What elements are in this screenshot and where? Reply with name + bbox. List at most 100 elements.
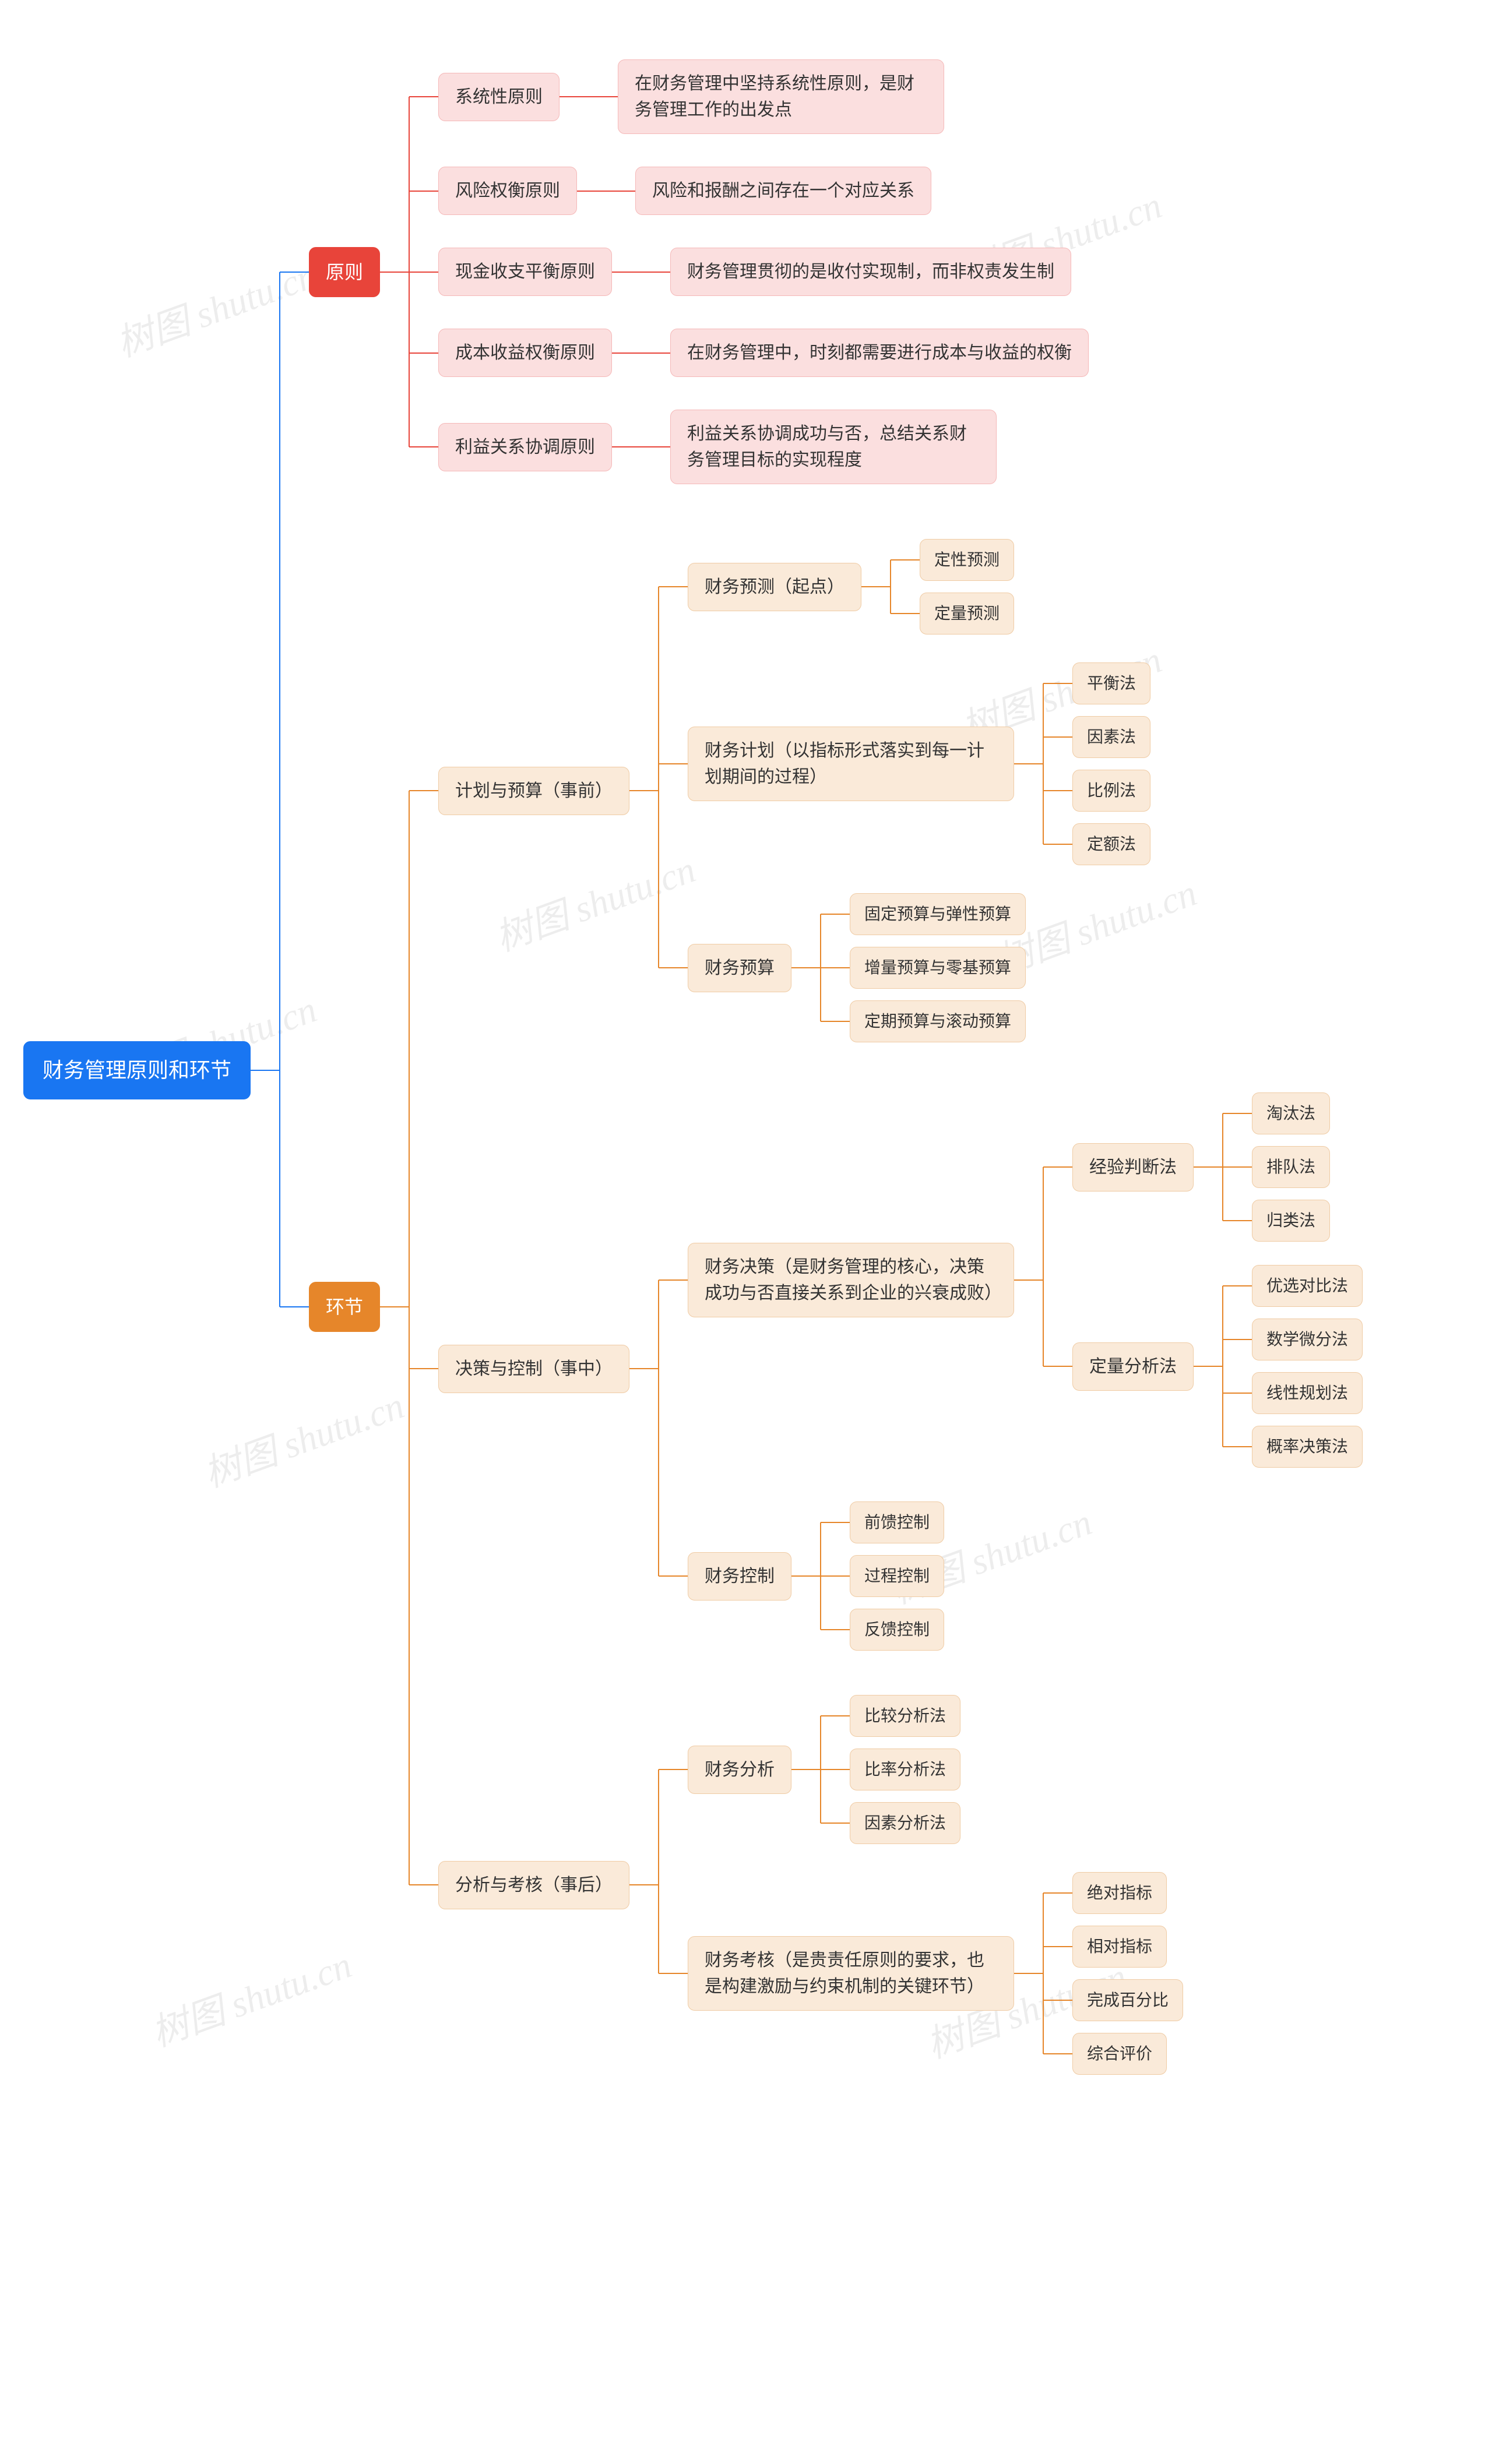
mindmap-node[interactable]: 相对指标 xyxy=(1072,1926,1167,1968)
mindmap-node[interactable]: 固定预算与弹性预算 xyxy=(850,893,1026,935)
mindmap-node[interactable]: 财务考核（是贵责任原则的要求，也是构建激励与约束机制的关键环节） xyxy=(688,1936,1014,2011)
mindmap-node[interactable]: 增量预算与零基预算 xyxy=(850,947,1026,989)
children-column: 系统性原则 在财务管理中坚持系统性原则，是财务管理工作的出发点风险权衡原则 风险和报… xyxy=(438,43,1089,500)
node-wrap: 固定预算与弹性预算 xyxy=(850,893,1026,935)
node-wrap: 完成百分比 xyxy=(1072,1979,1183,2021)
mindmap-node[interactable]: 利益关系协调原则 xyxy=(438,423,612,471)
connector xyxy=(821,1715,850,1716)
mindmap-node[interactable]: 财务决策（是财务管理的核心，决策成功与否直接关系到企业的兴衰成败） xyxy=(688,1243,1014,1317)
mindmap-node[interactable]: 财务预算 xyxy=(688,944,791,992)
connector xyxy=(577,191,606,192)
child-row: 财务决策（是财务管理的核心，决策成功与否直接关系到企业的兴衰成败） 经验判断法 淘汰… xyxy=(688,1081,1363,1479)
mindmap-node[interactable]: 平衡法 xyxy=(1072,662,1150,704)
connector xyxy=(1043,736,1072,738)
mindmap-node[interactable]: 概率决策法 xyxy=(1252,1426,1363,1468)
mindmap-node[interactable]: 排队法 xyxy=(1252,1146,1330,1188)
mindmap-node[interactable]: 优选对比法 xyxy=(1252,1265,1363,1307)
connector xyxy=(1014,1973,1043,1974)
mindmap-node[interactable]: 原则 xyxy=(309,247,380,297)
node-wrap: 因素分析法 xyxy=(850,1802,960,1844)
mindmap-node[interactable]: 风险和报酬之间存在一个对应关系 xyxy=(635,167,931,215)
mindmap-node[interactable]: 因素分析法 xyxy=(850,1802,960,1844)
children-column: 定性预测定量预测 xyxy=(920,533,1014,640)
child-row: 经验判断法 淘汰法排队法归类法 xyxy=(1072,1087,1363,1247)
mindmap-node[interactable]: 比率分析法 xyxy=(850,1749,960,1790)
mindmap-node[interactable]: 风险权衡原则 xyxy=(438,167,577,215)
mindmap-node[interactable]: 因素法 xyxy=(1072,716,1150,758)
node-wrap: 成本收益权衡原则 在财务管理中，时刻都需要进行成本与收益的权衡 xyxy=(438,320,1089,385)
mindmap-node[interactable]: 定量分析法 xyxy=(1072,1342,1194,1391)
node-wrap: 因素法 xyxy=(1072,716,1150,758)
mindmap-node[interactable]: 环节 xyxy=(309,1282,380,1332)
connector xyxy=(409,1368,438,1369)
connector xyxy=(589,96,618,97)
mindmap-node[interactable]: 线性规划法 xyxy=(1252,1372,1363,1414)
mindmap-node[interactable]: 分析与考核（事后） xyxy=(438,1861,629,1909)
mindmap-node[interactable]: 定期预算与滚动预算 xyxy=(850,1000,1026,1042)
mindmap-node[interactable]: 现金收支平衡原则 xyxy=(438,248,612,296)
mindmap-node[interactable]: 财务管理原则和环节 xyxy=(23,1041,251,1099)
connector xyxy=(380,1306,409,1307)
mindmap-node[interactable]: 综合评价 xyxy=(1072,2033,1167,2075)
mindmap-node[interactable]: 在财务管理中坚持系统性原则，是财务管理工作的出发点 xyxy=(618,59,944,134)
children-column: 在财务管理中，时刻都需要进行成本与收益的权衡 xyxy=(670,320,1089,385)
mindmap-node[interactable]: 财务预测（起点） xyxy=(688,563,861,611)
mindmap-node[interactable]: 在财务管理中，时刻都需要进行成本与收益的权衡 xyxy=(670,329,1089,377)
mindmap-node[interactable]: 淘汰法 xyxy=(1252,1092,1330,1134)
connector xyxy=(629,1368,659,1369)
node-wrap: 在财务管理中，时刻都需要进行成本与收益的权衡 xyxy=(670,329,1089,377)
mindmap-node[interactable]: 比较分析法 xyxy=(850,1695,960,1737)
mindmap-node[interactable]: 决策与控制（事中） xyxy=(438,1345,629,1393)
mindmap-node[interactable]: 归类法 xyxy=(1252,1200,1330,1242)
node-wrap: 财务控制 前馈控制过程控制反馈控制 xyxy=(688,1496,944,1656)
node-wrap: 概率决策法 xyxy=(1252,1426,1363,1468)
child-row: 定量预测 xyxy=(920,593,1014,634)
connector xyxy=(1043,683,1044,844)
mindmap-node[interactable]: 比例法 xyxy=(1072,770,1150,812)
connector xyxy=(659,1973,688,1974)
mindmap-node[interactable]: 绝对指标 xyxy=(1072,1872,1167,1914)
mindmap-node[interactable]: 过程控制 xyxy=(850,1555,944,1597)
mindmap-node[interactable]: 计划与预算（事前） xyxy=(438,767,629,815)
mindmap-node[interactable]: 财务计划（以指标形式落实到每一计划期间的过程） xyxy=(688,727,1014,801)
node-wrap: 定期预算与滚动预算 xyxy=(850,1000,1026,1042)
mindmap-node[interactable]: 定额法 xyxy=(1072,823,1150,865)
mindmap-node[interactable]: 完成百分比 xyxy=(1072,1979,1183,2021)
node-wrap: 财务分析 比较分析法比率分析法因素分析法 xyxy=(688,1689,960,1850)
node-wrap: 比率分析法 xyxy=(850,1749,960,1790)
mindmap-node[interactable]: 经验判断法 xyxy=(1072,1143,1194,1192)
node-wrap: 财务预算 固定预算与弹性预算增量预算与零基预算定期预算与滚动预算 xyxy=(688,887,1026,1048)
connector xyxy=(612,446,641,447)
connector xyxy=(409,791,410,1885)
mindmap-node[interactable]: 前馈控制 xyxy=(850,1501,944,1543)
child-row: 增量预算与零基预算 xyxy=(850,947,1026,989)
node-wrap: 决策与控制（事中） 财务决策（是财务管理的核心，决策成功与否直接关系到企业的兴衰成… xyxy=(438,1073,1363,1665)
child-row: 淘汰法 xyxy=(1252,1092,1330,1134)
mindmap-node[interactable]: 反馈控制 xyxy=(850,1609,944,1651)
connector xyxy=(1014,763,1043,764)
node-wrap: 绝对指标 xyxy=(1072,1872,1167,1914)
connector xyxy=(1043,1166,1072,1168)
children-column: 淘汰法排队法归类法 xyxy=(1252,1087,1330,1247)
child-row: 财务考核（是贵责任原则的要求，也是构建激励与约束机制的关键环节） 绝对指标相对指标… xyxy=(688,1866,1183,2081)
connector xyxy=(560,96,589,97)
connector xyxy=(820,1522,821,1630)
connector xyxy=(409,446,438,447)
connector xyxy=(1222,1113,1223,1221)
connector xyxy=(1014,1279,1043,1281)
connector xyxy=(280,272,309,273)
mindmap-node[interactable]: 定性预测 xyxy=(920,539,1014,581)
mindmap-node[interactable]: 利益关系协调成功与否，总结关系财务管理目标的实现程度 xyxy=(670,410,997,484)
mindmap-node[interactable]: 财务分析 xyxy=(688,1746,791,1794)
mindmap-node[interactable]: 定量预测 xyxy=(920,593,1014,634)
mindmap-node[interactable]: 成本收益权衡原则 xyxy=(438,329,612,377)
child-row: 系统性原则 在财务管理中坚持系统性原则，是财务管理工作的出发点 xyxy=(438,51,1089,142)
mindmap-node[interactable]: 财务管理贯彻的是收付实现制，而非权责发生制 xyxy=(670,248,1071,296)
mindmap-node[interactable]: 系统性原则 xyxy=(438,73,560,121)
connector xyxy=(1194,1166,1223,1168)
node-wrap: 比例法 xyxy=(1072,770,1150,812)
connector xyxy=(1223,1113,1252,1114)
mindmap-node[interactable]: 财务控制 xyxy=(688,1552,791,1601)
mindmap-node[interactable]: 数学微分法 xyxy=(1252,1319,1363,1360)
connector xyxy=(659,967,688,968)
